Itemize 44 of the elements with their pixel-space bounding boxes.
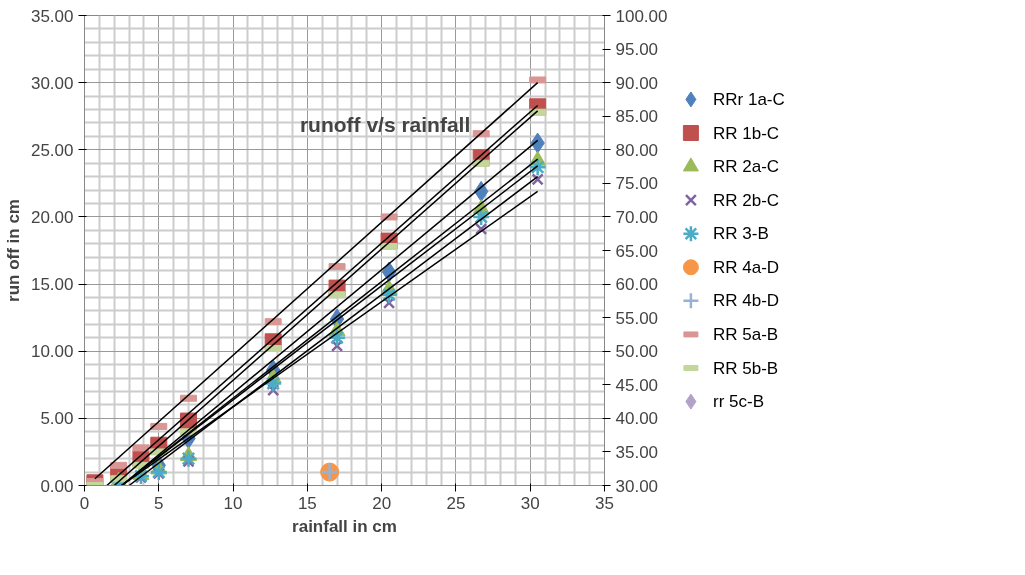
legend-label: RR 4a-D [713, 257, 780, 277]
legend-label: RR 2b-C [713, 190, 780, 210]
y2-tick-label: 30.00 [615, 476, 659, 496]
x-tick-label: 25 [446, 493, 466, 513]
x-tick-label: 20 [372, 493, 392, 513]
y2-tick-label: 65.00 [615, 241, 659, 261]
y2-tick-label: 35.00 [615, 442, 659, 462]
legend-label: RRr 1a-C [713, 89, 785, 109]
x-tick-label: 5 [154, 493, 164, 513]
y2-tick-label: 80.00 [615, 140, 659, 160]
y2-tick-label: 55.00 [615, 308, 659, 328]
y-tick-label: 30.00 [30, 73, 74, 93]
legend-label: RR 5b-B [713, 358, 779, 378]
legend-label: RR 5a-B [713, 324, 779, 344]
text: runoff v/s rainfall [299, 113, 471, 137]
x-axis-title: rainfall in cm [292, 516, 397, 536]
x-tick-label: 30 [520, 493, 540, 513]
y-axis-title: run off in cm [3, 199, 23, 302]
y-tick-label: 10.00 [30, 342, 74, 362]
y-tick-label: 25.00 [30, 140, 74, 160]
y-tick-label: 5.00 [40, 409, 74, 429]
legend-label: RR 2a-C [713, 157, 780, 177]
y2-tick-label: 70.00 [615, 207, 659, 227]
legend-label: RR 1b-C [713, 123, 780, 143]
y2-tick-label: 45.00 [615, 375, 659, 395]
x-tick-label: 35 [595, 493, 614, 513]
y2-tick-label: 50.00 [615, 342, 659, 362]
legend-label: rr 5c-B [713, 392, 764, 412]
y2-tick-label: 75.00 [615, 174, 659, 194]
y-tick-label: 15.00 [30, 275, 74, 295]
x-tick-label: 10 [223, 493, 243, 513]
y2-tick-label: 95.00 [615, 40, 659, 60]
y-tick-label: 20.00 [30, 207, 74, 227]
y-tick-label: 35.00 [30, 6, 74, 26]
y2-tick-label: 90.00 [615, 73, 659, 93]
y-tick-label: 0.00 [40, 476, 74, 496]
y2-tick-label: 40.00 [615, 409, 659, 429]
y2-tick-label: 85.00 [615, 107, 659, 127]
y2-tick-label: 60.00 [615, 275, 659, 295]
legend-label: RR 4b-D [713, 291, 780, 311]
x-tick-label: 0 [79, 493, 90, 513]
x-tick-label: 15 [297, 493, 317, 513]
y2-tick-label: 100.00 [615, 6, 668, 26]
legend-label: RR 3-B [713, 224, 769, 244]
